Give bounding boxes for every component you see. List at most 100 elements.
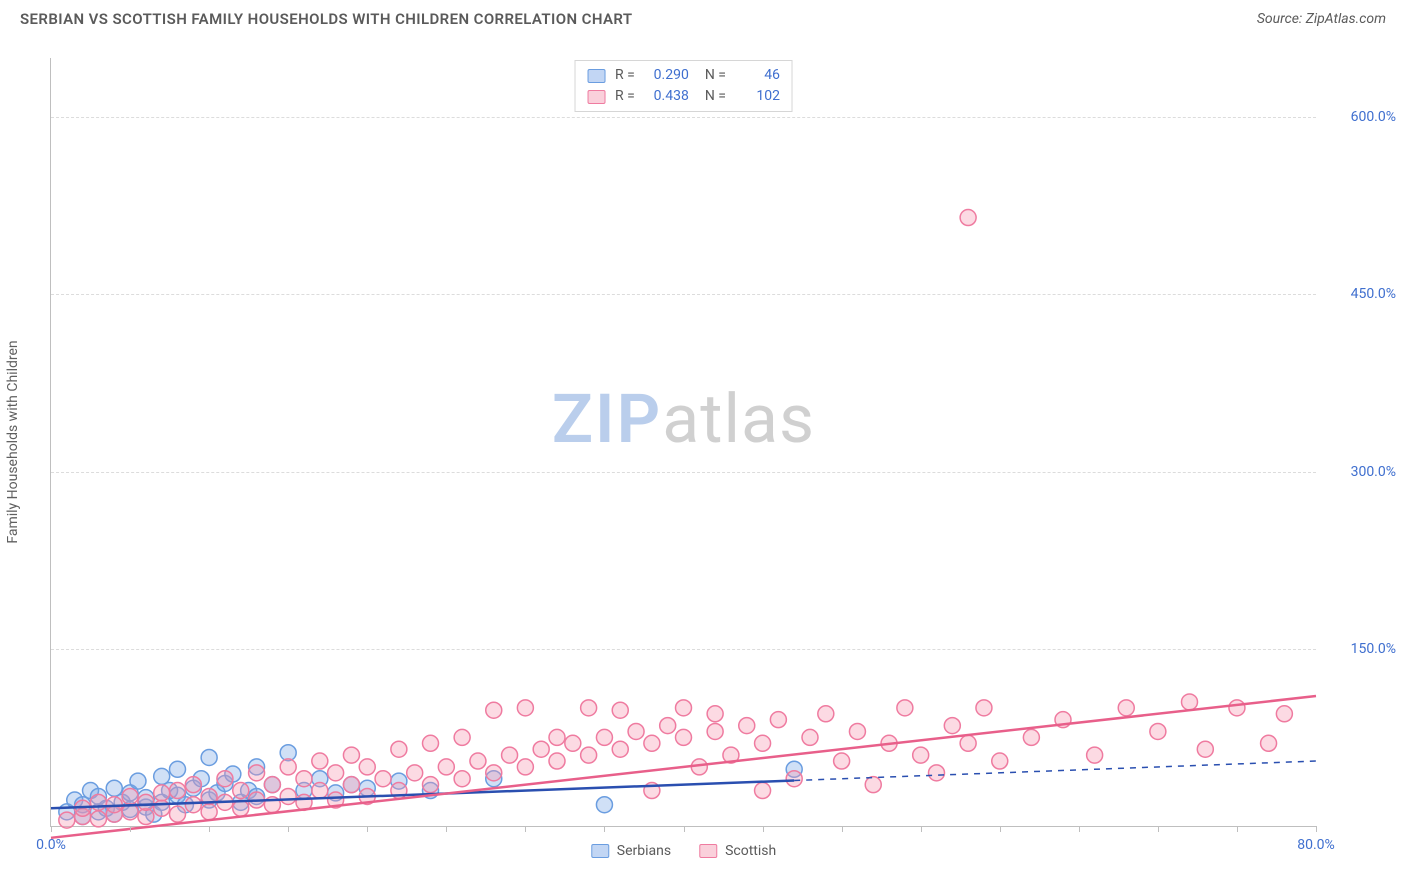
scatter-point	[596, 729, 612, 745]
scatter-point	[581, 700, 597, 716]
scatter-point	[1261, 735, 1277, 751]
scatter-point	[1197, 741, 1213, 757]
scatter-point	[612, 741, 628, 757]
legend-item: Scottish	[699, 843, 776, 859]
scatter-point	[818, 706, 834, 722]
series-legend: Serbians Scottish	[591, 843, 776, 859]
scatter-point	[913, 747, 929, 763]
scatter-point	[296, 771, 312, 787]
x-tick	[763, 826, 764, 832]
scatter-point	[1023, 729, 1039, 745]
x-tick	[130, 826, 131, 832]
scatter-point	[628, 723, 644, 739]
scatter-point	[312, 783, 328, 799]
legend-n-label: N =	[705, 65, 726, 86]
scatter-point	[707, 706, 723, 722]
scatter-point	[438, 759, 454, 775]
scatter-point	[170, 761, 186, 777]
x-tick	[446, 826, 447, 832]
y-tick-label: 300.0%	[1324, 464, 1396, 480]
scatter-point	[676, 700, 692, 716]
x-tick	[1158, 826, 1159, 832]
scatter-point	[802, 729, 818, 745]
scatter-point	[154, 785, 170, 801]
x-tick	[921, 826, 922, 832]
scatter-point	[755, 735, 771, 751]
scatter-point	[130, 773, 146, 789]
scatter-point	[755, 783, 771, 799]
scatter-point	[960, 735, 976, 751]
x-tick	[525, 826, 526, 832]
scatter-point	[581, 747, 597, 763]
scatter-point	[106, 780, 122, 796]
scatter-point	[90, 794, 106, 810]
scatter-point	[1087, 747, 1103, 763]
scatter-point	[454, 771, 470, 787]
chart-container: Family Households with Children 150.0%30…	[50, 58, 1316, 827]
plot-area: Family Households with Children 150.0%30…	[50, 58, 1316, 827]
y-tick-label: 150.0%	[1324, 641, 1396, 657]
scatter-point	[170, 783, 186, 799]
scatter-point	[312, 753, 328, 769]
scatter-point	[423, 735, 439, 751]
scatter-point	[502, 747, 518, 763]
x-tick	[842, 826, 843, 832]
scatter-point	[1182, 694, 1198, 710]
scatter-point	[454, 729, 470, 745]
x-tick	[51, 826, 52, 832]
chart-title: SERBIAN VS SCOTTISH FAMILY HOUSEHOLDS WI…	[20, 10, 633, 28]
scatter-point	[849, 723, 865, 739]
scatter-point	[201, 749, 217, 765]
scatter-point	[517, 759, 533, 775]
scatter-point	[201, 804, 217, 820]
scatter-point	[549, 729, 565, 745]
scatter-point	[565, 735, 581, 751]
x-tick	[209, 826, 210, 832]
scatter-point	[865, 777, 881, 793]
scatter-point	[596, 797, 612, 813]
scatter-point	[280, 788, 296, 804]
scatter-point	[533, 741, 549, 757]
scatter-point	[517, 700, 533, 716]
scatter-point	[992, 753, 1008, 769]
scatter-point	[707, 723, 723, 739]
scatter-point	[154, 768, 170, 784]
x-tick	[1237, 826, 1238, 832]
scatter-point	[612, 702, 628, 718]
legend-r-value: 0.290	[641, 65, 689, 86]
x-tick	[1079, 826, 1080, 832]
scatter-point	[185, 777, 201, 793]
scatter-point	[1150, 723, 1166, 739]
legend-swatch	[699, 844, 717, 858]
scatter-point	[976, 700, 992, 716]
scatter-point	[676, 729, 692, 745]
scatter-point	[343, 777, 359, 793]
y-axis-label: Family Households with Children	[5, 340, 21, 543]
scatter-point	[391, 741, 407, 757]
x-tick	[604, 826, 605, 832]
scatter-point	[1229, 700, 1245, 716]
scatter-svg	[51, 58, 1316, 826]
x-tick-label: 80.0%	[1297, 837, 1335, 853]
correlation-legend: R =0.290N =46R =0.438N =102	[574, 60, 793, 112]
legend-swatch	[587, 69, 605, 83]
scatter-point	[1276, 706, 1292, 722]
legend-r-label: R =	[615, 86, 635, 107]
scatter-point	[644, 735, 660, 751]
scatter-point	[359, 759, 375, 775]
scatter-point	[470, 753, 486, 769]
x-tick	[684, 826, 685, 832]
x-tick	[1000, 826, 1001, 832]
scatter-point	[375, 771, 391, 787]
legend-n-label: N =	[705, 86, 726, 107]
y-tick-label: 450.0%	[1324, 286, 1396, 302]
legend-n-value: 46	[732, 65, 780, 86]
legend-label: Serbians	[617, 843, 671, 859]
scatter-point	[122, 788, 138, 804]
scatter-point	[770, 712, 786, 728]
scatter-point	[343, 747, 359, 763]
scatter-point	[59, 812, 75, 828]
legend-r-label: R =	[615, 65, 635, 86]
scatter-point	[486, 765, 502, 781]
scatter-point	[660, 718, 676, 734]
